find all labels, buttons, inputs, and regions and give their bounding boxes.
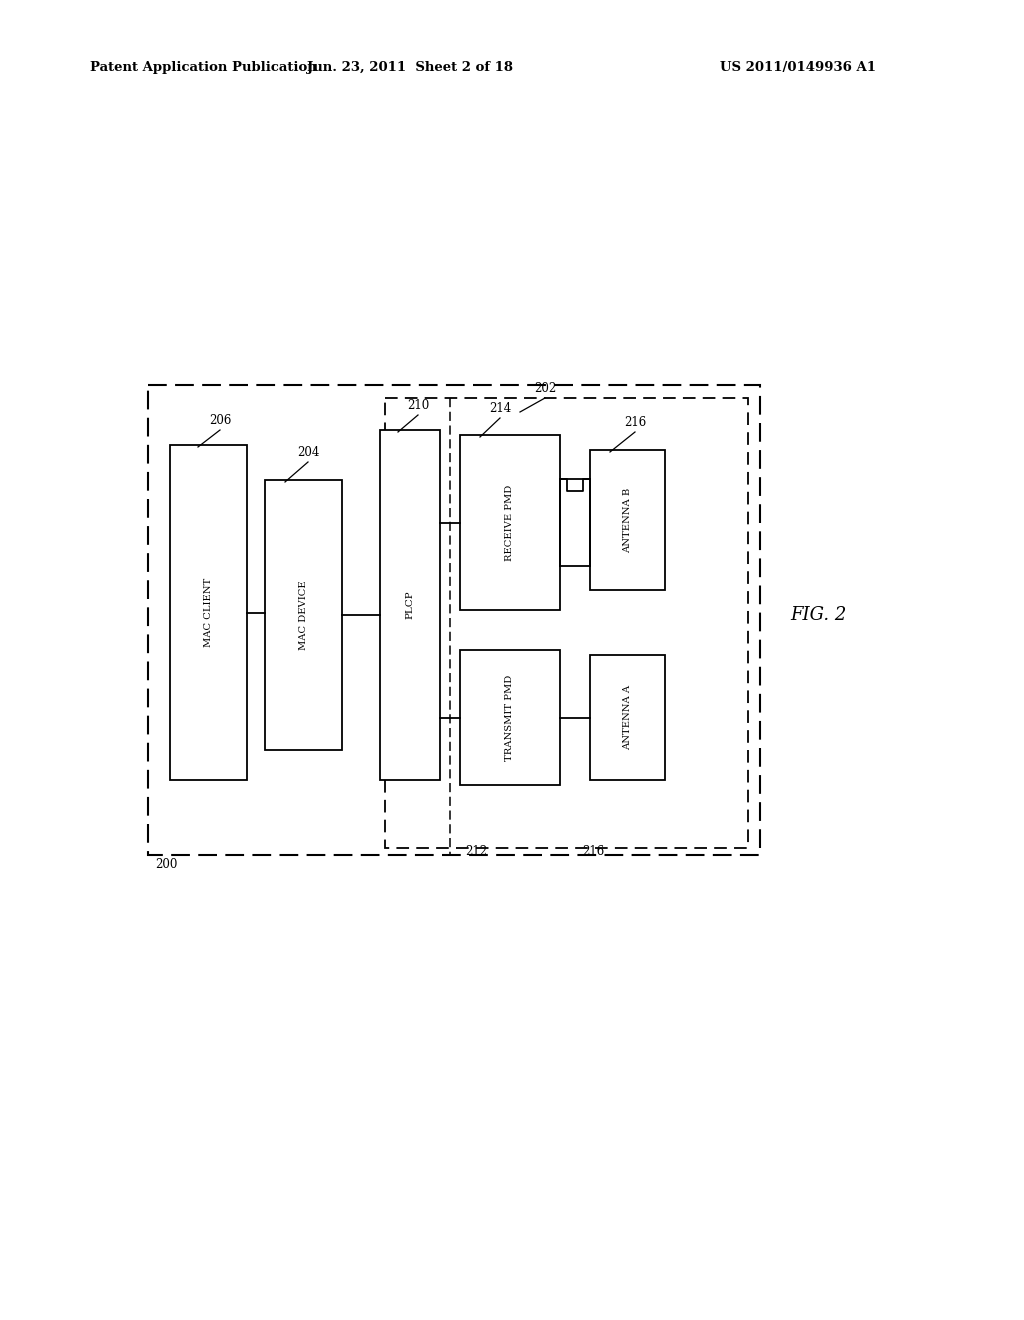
Text: ANTENNA A: ANTENNA A — [623, 685, 632, 750]
Text: 214: 214 — [488, 403, 511, 414]
Bar — [385, 399, 748, 847]
Text: 200: 200 — [155, 858, 177, 871]
Bar — [460, 436, 560, 610]
Text: 216: 216 — [624, 416, 646, 429]
Text: TRANSMIT PMD: TRANSMIT PMD — [506, 675, 514, 760]
Text: FIG. 2: FIG. 2 — [790, 606, 847, 624]
Bar — [380, 430, 440, 780]
Text: 202: 202 — [534, 381, 556, 395]
Text: MAC DEVICE: MAC DEVICE — [299, 581, 308, 649]
Bar — [170, 445, 247, 780]
Text: PLCP: PLCP — [406, 590, 415, 619]
Text: 216: 216 — [582, 845, 604, 858]
Text: Patent Application Publication: Patent Application Publication — [90, 62, 316, 74]
Text: MAC CLIENT: MAC CLIENT — [204, 578, 213, 647]
Text: US 2011/0149936 A1: US 2011/0149936 A1 — [720, 62, 876, 74]
Bar — [148, 385, 760, 855]
Text: Jun. 23, 2011  Sheet 2 of 18: Jun. 23, 2011 Sheet 2 of 18 — [307, 62, 513, 74]
Text: 210: 210 — [407, 399, 429, 412]
Bar — [590, 655, 665, 780]
Bar — [590, 450, 665, 590]
Text: RECEIVE PMD: RECEIVE PMD — [506, 484, 514, 561]
Text: 204: 204 — [297, 446, 319, 459]
Bar — [460, 649, 560, 785]
Text: ANTENNA B: ANTENNA B — [623, 487, 632, 553]
Bar — [265, 480, 342, 750]
Text: 212: 212 — [465, 845, 487, 858]
Text: 206: 206 — [209, 414, 231, 426]
